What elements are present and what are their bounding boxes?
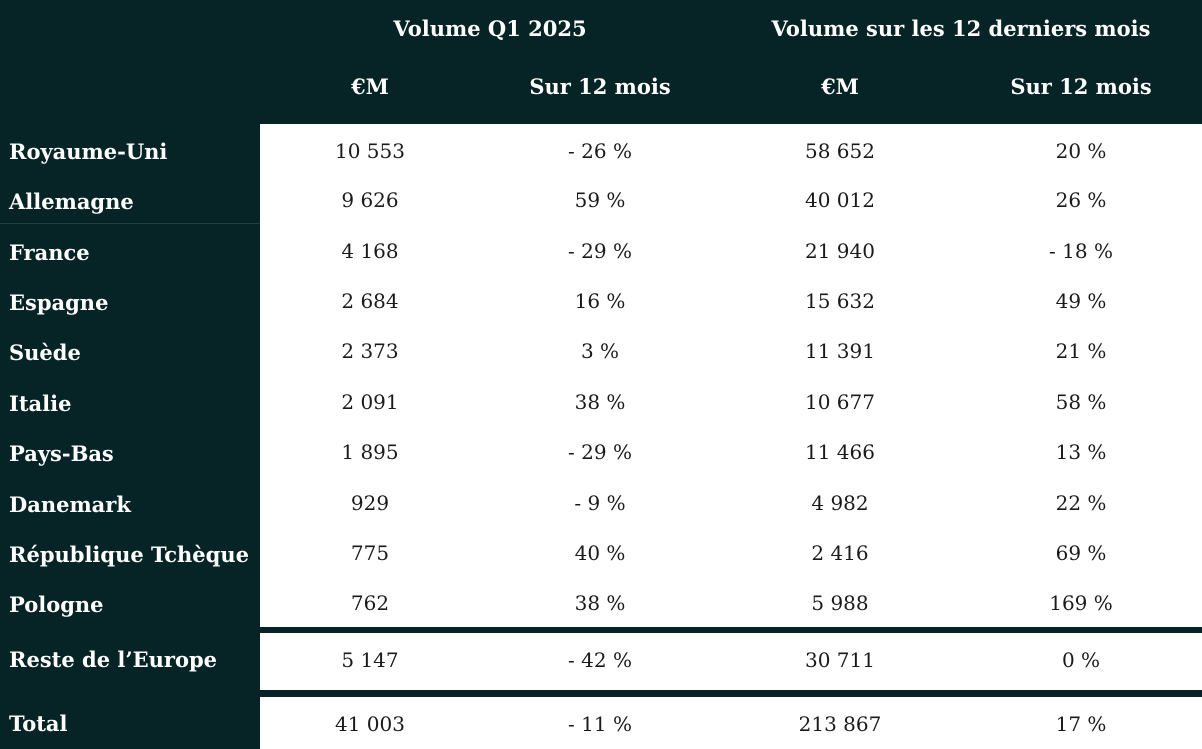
cell-q1-eur: 10 553	[335, 139, 405, 163]
cell-ltm-eur: 58 652	[805, 139, 875, 163]
cell-q1-eur: 9 626	[341, 188, 399, 212]
cell-ltm-yoy: 169 %	[1049, 591, 1113, 615]
row-divider	[0, 223, 260, 224]
rest-label: Reste de l’Europe	[9, 647, 218, 672]
row-label: République Tchèque	[9, 542, 249, 567]
row-label: Suède	[9, 340, 81, 365]
cell-ltm-yoy: 0 %	[1061, 648, 1101, 672]
total-label: Total	[9, 711, 68, 736]
cell-ltm-eur: 30 711	[805, 648, 875, 672]
header-q1-yoy: Sur 12 mois	[529, 74, 671, 99]
cell-ltm-eur: 5 988	[811, 591, 869, 615]
table-row: 775 40 % 2 416 69 %	[260, 538, 1202, 568]
table-row: 4 168 - 29 % 21 940 - 18 %	[260, 236, 1202, 266]
row-label: Italie	[9, 391, 72, 416]
header-group-q1: Volume Q1 2025	[393, 16, 587, 41]
row-label: France	[9, 240, 90, 265]
header-ltm-eur: €M	[821, 74, 859, 99]
cell-q1-yoy: - 9 %	[574, 491, 626, 515]
cell-ltm-yoy: 20 %	[1055, 139, 1107, 163]
cell-ltm-yoy: 13 %	[1055, 440, 1107, 464]
cell-ltm-eur: 15 632	[805, 289, 875, 313]
cell-ltm-eur: 11 391	[805, 339, 875, 363]
table-row: 2 373 3 % 11 391 21 %	[260, 336, 1202, 366]
cell-q1-yoy: 3 %	[580, 339, 620, 363]
cell-q1-eur: 41 003	[335, 712, 405, 736]
cell-q1-yoy: - 42 %	[568, 648, 632, 672]
cell-q1-eur: 775	[350, 541, 390, 565]
cell-q1-yoy: 38 %	[574, 390, 626, 414]
cell-ltm-yoy: - 18 %	[1049, 239, 1113, 263]
cell-q1-yoy: 40 %	[574, 541, 626, 565]
cell-ltm-eur: 4 982	[811, 491, 869, 515]
cell-ltm-yoy: 69 %	[1055, 541, 1107, 565]
cell-ltm-yoy: 26 %	[1055, 188, 1107, 212]
cell-ltm-eur: 10 677	[805, 390, 875, 414]
cell-q1-yoy: 59 %	[574, 188, 626, 212]
table-row: 1 895 - 29 % 11 466 13 %	[260, 437, 1202, 467]
cell-q1-eur: 2 091	[341, 390, 399, 414]
cell-ltm-eur: 40 012	[805, 188, 875, 212]
row-label: Pays-Bas	[9, 441, 114, 466]
header-ltm-yoy: Sur 12 mois	[1010, 74, 1152, 99]
row-label: Danemark	[9, 492, 131, 517]
cell-q1-yoy: - 26 %	[568, 139, 632, 163]
cell-ltm-yoy: 49 %	[1055, 289, 1107, 313]
cell-q1-eur: 929	[350, 491, 390, 515]
rest-row: 5 147 - 42 % 30 711 0 %	[260, 645, 1202, 675]
cell-ltm-eur: 213 867	[798, 712, 882, 736]
table-row: 2 091 38 % 10 677 58 %	[260, 387, 1202, 417]
cell-q1-eur: 5 147	[341, 648, 399, 672]
row-label: Allemagne	[9, 189, 134, 214]
table-row: 10 553 - 26 % 58 652 20 %	[260, 136, 1202, 166]
cell-q1-yoy: - 11 %	[568, 712, 632, 736]
cell-q1-yoy: 16 %	[574, 289, 626, 313]
header-group-ltm: Volume sur les 12 derniers mois	[771, 16, 1151, 41]
cell-ltm-eur: 21 940	[805, 239, 875, 263]
header-q1-eur: €M	[351, 74, 389, 99]
rest-panel: 5 147 - 42 % 30 711 0 %	[260, 633, 1202, 690]
table-row: 9 626 59 % 40 012 26 %	[260, 185, 1202, 215]
cell-q1-yoy: - 29 %	[568, 440, 632, 464]
data-panel: 10 553 - 26 % 58 652 20 % 9 626 59 % 40 …	[260, 124, 1202, 627]
cell-q1-eur: 2 373	[341, 339, 399, 363]
cell-ltm-yoy: 58 %	[1055, 390, 1107, 414]
total-panel: 41 003 - 11 % 213 867 17 %	[260, 697, 1202, 749]
cell-ltm-yoy: 21 %	[1055, 339, 1107, 363]
table-row: 929 - 9 % 4 982 22 %	[260, 488, 1202, 518]
cell-ltm-yoy: 22 %	[1055, 491, 1107, 515]
cell-q1-yoy: 38 %	[574, 591, 626, 615]
table-row: 762 38 % 5 988 169 %	[260, 588, 1202, 618]
cell-q1-eur: 762	[350, 591, 390, 615]
cell-q1-eur: 4 168	[341, 239, 399, 263]
total-row: 41 003 - 11 % 213 867 17 %	[260, 709, 1202, 739]
cell-ltm-eur: 2 416	[811, 541, 869, 565]
cell-q1-eur: 2 684	[341, 289, 399, 313]
row-label: Pologne	[9, 592, 104, 617]
cell-q1-eur: 1 895	[341, 440, 399, 464]
cell-ltm-yoy: 17 %	[1055, 712, 1107, 736]
cell-q1-yoy: - 29 %	[568, 239, 632, 263]
row-label: Royaume-Uni	[9, 139, 168, 164]
cell-ltm-eur: 11 466	[805, 440, 875, 464]
table-row: 2 684 16 % 15 632 49 %	[260, 286, 1202, 316]
row-label: Espagne	[9, 290, 109, 315]
